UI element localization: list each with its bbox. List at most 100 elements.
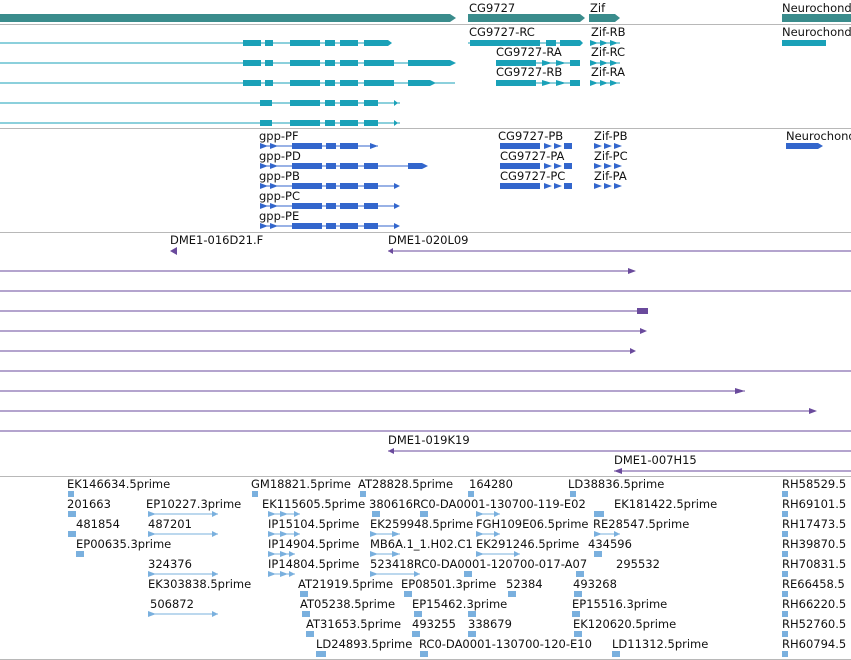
est-label[interactable]: 338679 [468, 617, 512, 631]
est-label[interactable]: RH17473.5 [782, 517, 847, 531]
est-label[interactable]: EK303838.5prime [148, 577, 252, 591]
protein-label[interactable]: gpp-PF [259, 129, 299, 143]
est-label[interactable]: AT05238.5prime [300, 597, 396, 611]
protein-label[interactable]: gpp-PC [259, 189, 301, 203]
protein-label[interactable]: Zif-PB [594, 129, 628, 143]
protein-label[interactable]: Zif-PA [594, 169, 627, 183]
transcript-label[interactable]: Zif-RA [591, 65, 626, 79]
est-label[interactable]: RH58529.5 [782, 477, 847, 491]
gene-label[interactable]: Zif [590, 1, 606, 15]
est-label[interactable]: EK291246.5prime [476, 537, 580, 551]
est-label[interactable]: GM18821.5prime [251, 477, 351, 491]
gene-glyph[interactable] [782, 14, 851, 22]
protein-label[interactable]: gpp-PD [259, 149, 301, 163]
clone-end-marker[interactable] [388, 248, 393, 254]
clone-end-marker[interactable] [170, 247, 177, 255]
est-label[interactable]: 523418RC0-DA0001-120700-017-A07 [370, 557, 588, 571]
est-label[interactable]: IP15104.5prime [268, 517, 360, 531]
protein-label[interactable]: Zif-PC [594, 149, 628, 163]
est-label[interactable]: RH70831.5 [782, 557, 847, 571]
est-label[interactable]: 434596 [588, 537, 632, 551]
clone-label[interactable]: DME1-007H15 [614, 453, 697, 467]
est-label[interactable]: RH39870.5 [782, 537, 847, 551]
est-label[interactable]: IP14904.5prime [268, 537, 360, 551]
transcript-label[interactable]: CG9727-RA [496, 45, 562, 59]
est-label[interactable]: 380616RC0-DA0001-130700-119-E02 [369, 497, 586, 511]
protein-label[interactable]: gpp-PE [259, 209, 300, 223]
est-label[interactable]: RH60794.5 [782, 637, 847, 651]
est-label[interactable]: RH52760.5 [782, 617, 847, 631]
gene-label[interactable]: CG9727 [469, 1, 516, 15]
est-label[interactable]: 481854 [76, 517, 120, 531]
est-label[interactable]: RE28547.5prime [593, 517, 690, 531]
protein-label[interactable]: gpp-PB [259, 169, 300, 183]
protein-label[interactable]: CG9727-PA [500, 149, 565, 163]
est-label[interactable]: 52384 [506, 577, 543, 591]
est-label[interactable]: EK146634.5prime [67, 477, 171, 491]
est-label[interactable]: EK181422.5prime [614, 497, 718, 511]
est-label[interactable]: 487201 [148, 517, 192, 531]
est-label[interactable]: RC0-DA0001-130700-120-E10 [419, 637, 592, 651]
est-glyphs[interactable] [68, 491, 788, 657]
est-label[interactable]: RH66220.5 [782, 597, 847, 611]
est-label[interactable]: 201663 [67, 497, 111, 511]
cds-row[interactable] [260, 143, 378, 149]
clone-label[interactable]: DME1-019K19 [388, 433, 470, 447]
est-label[interactable]: 295532 [616, 557, 660, 571]
est-label[interactable]: EP08501.3prime [401, 577, 497, 591]
clone-end-marker[interactable] [735, 388, 745, 394]
cds-row[interactable] [500, 143, 572, 149]
est-label[interactable]: FGH109E06.5prime [476, 517, 589, 531]
clone-end-marker[interactable] [809, 408, 817, 414]
est-label[interactable]: IP14804.5prime [268, 557, 360, 571]
cds-row[interactable] [594, 143, 622, 149]
est-label[interactable]: RH69101.5 [782, 497, 847, 511]
est-label[interactable]: EP10227.3prime [146, 497, 242, 511]
gene-glyph[interactable] [589, 14, 620, 22]
clone-end-marker[interactable] [388, 448, 394, 454]
transcript-label[interactable]: CG9727-RB [496, 65, 563, 79]
est-label[interactable]: AT21919.5prime [298, 577, 394, 591]
transcript-label[interactable]: Zif-RB [591, 25, 626, 39]
transcript-label[interactable]: Neurochond [782, 25, 851, 39]
est-label[interactable]: LD24893.5prime [316, 637, 413, 651]
est-label[interactable]: 164280 [469, 477, 513, 491]
est-label[interactable]: 493268 [573, 577, 617, 591]
est-label[interactable]: 506872 [150, 597, 194, 611]
est-label[interactable]: EP15516.3prime [572, 597, 668, 611]
transcript-label[interactable]: CG9727-RC [469, 25, 535, 39]
cds-row[interactable] [260, 223, 400, 229]
gene-glyph[interactable] [0, 14, 456, 22]
cds-row[interactable] [786, 143, 823, 149]
est-label[interactable]: 324376 [148, 557, 192, 571]
gene-glyph[interactable] [468, 14, 585, 22]
est-label[interactable]: 493255 [412, 617, 456, 631]
protein-label[interactable]: CG9727-PC [500, 169, 566, 183]
cds-row[interactable] [500, 163, 572, 169]
est-label[interactable]: LD38836.5prime [568, 477, 665, 491]
clone-label[interactable]: DME1-016D21.F [170, 233, 264, 247]
est-label[interactable]: EP00635.3prime [76, 537, 172, 551]
est-label[interactable]: EK120620.5prime [573, 617, 677, 631]
clone-end-marker[interactable] [614, 468, 622, 474]
est-label[interactable]: EP15462.3prime [412, 597, 508, 611]
cds-row[interactable] [260, 163, 428, 169]
est-label[interactable]: EK115605.5prime [262, 497, 366, 511]
cds-row[interactable] [500, 183, 572, 189]
cds-row[interactable] [594, 163, 622, 169]
clone-end-marker[interactable] [630, 348, 636, 354]
est-label[interactable]: EK259948.5prime [370, 517, 474, 531]
protein-label[interactable]: Neurochond [786, 129, 851, 143]
clone-end-marker[interactable] [637, 308, 648, 314]
clone-end-marker[interactable] [628, 268, 636, 274]
transcript-label[interactable]: Zif-RC [591, 45, 626, 59]
gene-label[interactable]: Neurochond [782, 1, 851, 15]
cds-row[interactable] [260, 203, 400, 209]
est-label[interactable]: RE66458.5 [782, 577, 845, 591]
cds-row[interactable] [260, 183, 400, 189]
est-label[interactable]: MB6A.1_1.H02.C1 [370, 537, 473, 551]
clone-end-marker[interactable] [640, 328, 647, 334]
est-label[interactable]: AT31653.5prime [306, 617, 402, 631]
clone-label[interactable]: DME1-020L09 [388, 233, 469, 247]
cds-row[interactable] [594, 183, 622, 189]
